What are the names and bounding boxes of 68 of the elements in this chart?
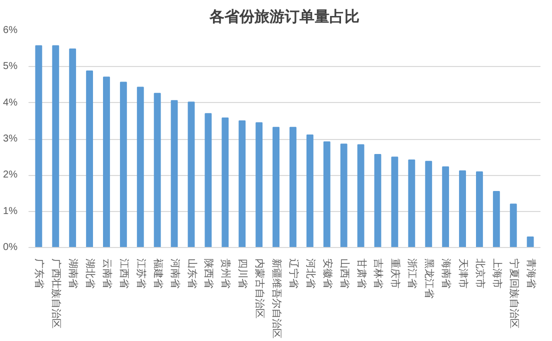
bar <box>492 190 500 248</box>
x-tick-label: 北京市 <box>474 258 486 288</box>
bar <box>256 122 263 248</box>
x-tick-label: 江苏省 <box>134 258 147 288</box>
bar <box>103 76 110 248</box>
chart-title: 各省份旅游订单量占比 <box>208 8 360 26</box>
bar <box>374 154 382 248</box>
x-tick-label: 青海省 <box>524 258 537 288</box>
x-tick-label: 云南省 <box>100 258 113 288</box>
bar <box>86 70 93 248</box>
x-tick-label: 福建省 <box>152 258 164 288</box>
y-tick-label: 1% <box>3 206 18 217</box>
bar <box>408 159 416 248</box>
bar <box>476 171 483 248</box>
x-tick-label: 安徽省 <box>321 258 334 288</box>
x-tick-label: 天津市 <box>457 258 470 288</box>
x-tick-label: 广东省 <box>33 258 46 288</box>
bar <box>222 118 229 248</box>
bar <box>510 204 517 248</box>
y-tick-label: 6% <box>3 25 18 36</box>
bar <box>442 166 450 248</box>
bar <box>357 144 364 248</box>
x-tick-label: 海南省 <box>440 258 452 288</box>
bar <box>323 141 330 248</box>
x-tick-label: 河北省 <box>304 258 316 288</box>
x-tick-label: 四川省 <box>236 258 249 288</box>
x-tick-label: 广西壮族自治区 <box>50 258 62 328</box>
bar <box>154 92 161 248</box>
x-tick-label: 山东省 <box>186 258 198 288</box>
x-tick-label: 甘肃省 <box>355 258 368 288</box>
bar <box>238 120 246 248</box>
x-tick-label: 宁夏回族自治区 <box>508 258 520 328</box>
x-tick-label: 陕西省 <box>202 258 215 288</box>
bar <box>188 102 195 248</box>
bar <box>204 113 212 248</box>
x-tick-label: 吉林省 <box>372 258 384 288</box>
bar <box>120 82 127 248</box>
bar <box>272 126 280 248</box>
bar <box>526 236 534 248</box>
x-tick-label: 河南省 <box>168 258 181 288</box>
bar <box>136 86 144 248</box>
x-tick-label: 上海市 <box>490 258 503 288</box>
x-tick-label: 湖北省 <box>84 258 96 288</box>
x-tick-label: 浙江省 <box>406 258 418 288</box>
x-tick-label: 江西省 <box>118 258 130 288</box>
bar <box>459 170 466 248</box>
x-tick-label: 重庆市 <box>389 258 402 288</box>
x-tick-label: 湖南省 <box>67 258 80 288</box>
x-tick-label: 山西省 <box>338 258 350 288</box>
y-tick-label: 4% <box>3 97 18 108</box>
x-tick-label: 辽宁省 <box>287 258 300 288</box>
y-tick-label: 5% <box>3 61 18 72</box>
bar <box>69 48 76 248</box>
bar <box>290 126 296 248</box>
bar <box>391 156 398 248</box>
bar <box>170 100 178 248</box>
y-tick-label: 3% <box>3 134 18 144</box>
x-tick-label: 黑龙江省 <box>423 258 436 298</box>
bar <box>35 45 42 248</box>
x-tick-label: 内蒙古自治区 <box>254 258 266 318</box>
x-tick-label: 贵州省 <box>220 258 232 288</box>
bar <box>52 45 60 248</box>
y-tick-label: 2% <box>3 170 18 181</box>
bar <box>306 134 314 248</box>
bar <box>425 160 432 248</box>
x-tick-label: 新疆维吾尔自治区 <box>270 258 283 338</box>
bar <box>340 144 348 248</box>
y-tick-label: 0% <box>3 242 18 253</box>
